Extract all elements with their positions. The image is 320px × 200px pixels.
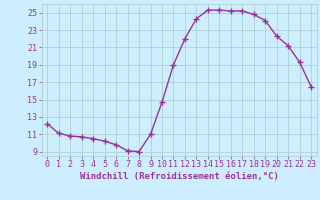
X-axis label: Windchill (Refroidissement éolien,°C): Windchill (Refroidissement éolien,°C) [80, 172, 279, 181]
